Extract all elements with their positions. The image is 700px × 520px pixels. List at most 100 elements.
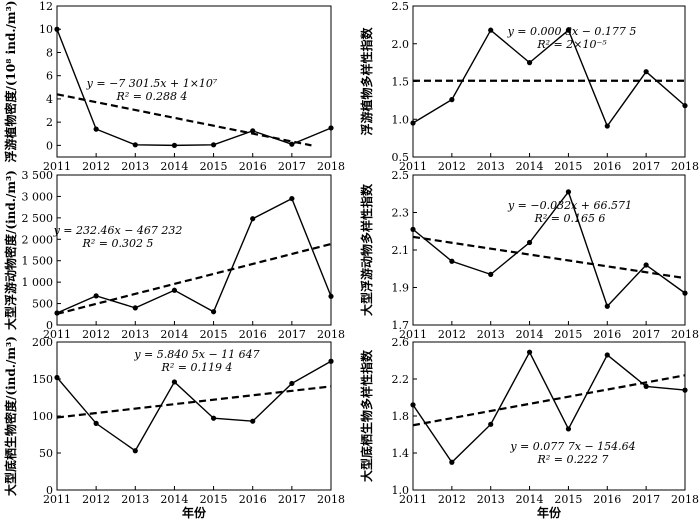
y-axis-label: 大型底栖生物多样性指数 <box>359 349 374 482</box>
data-point <box>250 128 256 134</box>
data-point <box>643 69 649 75</box>
data-point <box>93 126 99 132</box>
x-tick-label: 2013 <box>477 328 505 341</box>
x-tick-label: 2013 <box>477 160 505 173</box>
x-tick-label: 2018 <box>317 328 345 341</box>
regression-equation: R² = 0.119 4 <box>161 361 233 374</box>
x-tick-label: 2014 <box>160 328 188 341</box>
y-tick-label: 12 <box>39 0 53 13</box>
x-tick-label: 2012 <box>438 328 466 341</box>
data-point <box>54 374 60 381</box>
y-tick-label: 3 000 <box>22 190 54 203</box>
data-point <box>604 303 610 309</box>
x-tick-label: 2011 <box>43 328 71 341</box>
y-tick-label: 200 <box>32 336 53 349</box>
chart-panel-3: 0 500 1 000 1 500 2 000 2 500 3 000 3 500 2011 20… <box>3 169 345 341</box>
y-tick-label: 0 <box>46 139 53 152</box>
data-point <box>328 293 334 299</box>
data-point <box>682 387 688 393</box>
x-tick-label: 2015 <box>554 328 582 341</box>
data-point <box>132 305 138 311</box>
y-tick-label: 2 000 <box>22 233 54 246</box>
y-tick-label: 8 <box>46 46 53 59</box>
data-point <box>93 293 99 299</box>
data-point <box>682 103 688 109</box>
y-tick-label: 10 <box>39 23 53 36</box>
data-point <box>410 120 416 126</box>
data-point <box>93 420 99 426</box>
y-tick-label: 2.5 <box>392 0 410 13</box>
data-point <box>643 383 649 389</box>
x-tick-label: 2012 <box>82 160 110 173</box>
x-tick-label: 2014 <box>516 160 544 173</box>
data-point <box>171 287 178 293</box>
y-tick-label: 1.5 <box>392 76 410 89</box>
y-axis-label: 大型浮游动物密度/(ind./m³) <box>3 170 18 330</box>
data-point <box>132 142 138 148</box>
y-tick-label: 0.5 <box>392 151 410 164</box>
data-point <box>565 27 572 33</box>
data-point <box>604 352 610 358</box>
data-point <box>526 349 533 355</box>
chart-panel-5: 0 50 100 150 200 2011 2012 2013 2014 2015 2016 2017… <box>3 336 345 520</box>
x-tick-label: 2016 <box>239 160 267 173</box>
y-tick-label: 1.0 <box>392 484 410 497</box>
data-point <box>171 379 178 385</box>
x-tick-label: 2015 <box>554 493 582 506</box>
plot-frame <box>56 5 332 158</box>
data-point <box>171 142 178 148</box>
series-line <box>412 350 686 464</box>
data-point <box>328 358 334 364</box>
y-axis-label: 浮游植物多样性指数 <box>359 27 374 136</box>
y-tick-label: 6 <box>46 70 53 83</box>
x-tick-label: 2012 <box>438 160 466 173</box>
series-line <box>56 360 332 452</box>
data-point <box>449 459 455 465</box>
x-tick-label: 2014 <box>160 160 188 173</box>
y-tick-label: 0 <box>46 484 53 497</box>
regression-equation: R² = 0.288 4 <box>116 90 188 103</box>
series-line <box>56 28 332 147</box>
x-axis-label: 年份 <box>182 505 207 520</box>
y-tick-label: 1.0 <box>392 113 410 126</box>
x-tick-label: 2016 <box>593 328 621 341</box>
x-tick-label: 2017 <box>278 493 306 506</box>
trend-line <box>412 374 686 427</box>
data-point <box>54 26 60 32</box>
x-tick-label: 2012 <box>438 493 466 506</box>
x-tick-label: 2018 <box>671 328 699 341</box>
data-point <box>488 271 494 277</box>
data-point <box>250 418 256 424</box>
y-tick-label: 2.0 <box>392 38 410 51</box>
data-point <box>565 426 572 432</box>
y-tick-label: 2.2 <box>392 373 410 386</box>
x-tick-label: 2012 <box>82 328 110 341</box>
x-tick-label: 2017 <box>278 328 306 341</box>
regression-equation: R² = 0.165 6 <box>534 212 606 225</box>
y-tick-label: 2.1 <box>392 244 410 257</box>
x-tick-label: 2014 <box>160 493 188 506</box>
data-point <box>210 142 217 148</box>
data-point <box>132 448 138 454</box>
x-axis-label: 年份 <box>537 505 562 520</box>
y-tick-label: 1 000 <box>22 276 54 289</box>
y-tick-label: 2.5 <box>392 169 410 182</box>
x-tick-label: 2016 <box>593 493 621 506</box>
x-tick-label: 2017 <box>632 493 660 506</box>
data-point <box>328 125 334 131</box>
y-tick-label: 1 500 <box>22 255 54 268</box>
data-point <box>526 60 533 66</box>
data-point <box>210 415 217 421</box>
y-tick-label: 50 <box>39 447 53 460</box>
data-point <box>289 380 295 387</box>
y-tick-label: 2.6 <box>392 336 410 349</box>
x-tick-label: 2012 <box>82 493 110 506</box>
y-tick-label: 1.7 <box>392 319 410 332</box>
chart-panel-1: 0 2 4 6 8 10 12 2011 2012 2013 2014 2015 2016 2017 201… <box>3 0 345 173</box>
x-tick-label: 2013 <box>477 493 505 506</box>
series-line <box>56 197 332 314</box>
chart-panel-4: 1.7 1.9 2.1 2.3 2.5 2011 2012 2013 2014 2015 2016 2… <box>359 169 699 341</box>
regression-equation: y = 0.000 8x − 0.177 5 <box>507 25 637 38</box>
data-point <box>643 262 649 268</box>
